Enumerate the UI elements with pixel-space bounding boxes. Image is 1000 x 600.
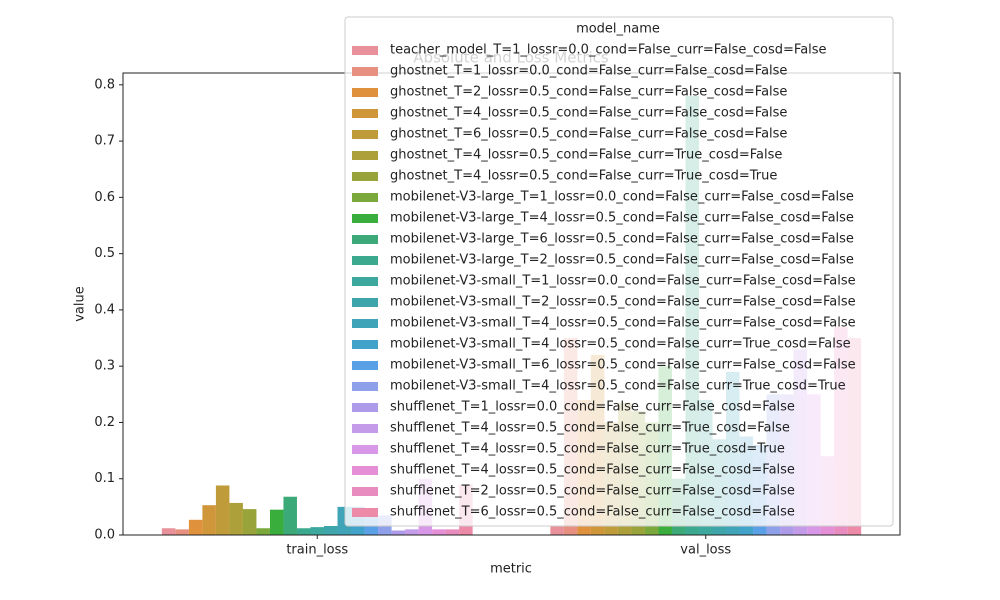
legend-box <box>344 16 894 527</box>
x-tick-label: train_loss <box>286 543 348 558</box>
legend-label: shufflenet_T=4_lossr=0.5_cond=False_curr… <box>390 421 790 436</box>
legend-label: ghostnet_T=1_lossr=0.0_cond=False_curr=F… <box>390 64 787 79</box>
y-axis-label: value <box>73 286 88 322</box>
legend-label: mobilenet-V3-small_T=1_lossr=0.0_cond=Fa… <box>390 274 856 289</box>
bar <box>202 505 216 535</box>
bar <box>242 509 257 535</box>
bar <box>324 525 338 535</box>
legend-label: shufflenet_T=4_lossr=0.5_cond=False_curr… <box>390 442 785 457</box>
legend-swatch <box>352 151 378 160</box>
legend-swatch <box>352 508 378 517</box>
y-tick-label: 0.1 <box>94 471 115 486</box>
legend-label: mobilenet-V3-small_T=4_lossr=0.5_cond=Fa… <box>390 379 846 394</box>
y-tick-label: 0.6 <box>94 190 115 205</box>
bar <box>269 509 284 535</box>
legend-swatch <box>352 424 378 433</box>
bar <box>550 526 564 535</box>
legend-swatch <box>352 109 378 118</box>
legend-swatch <box>352 445 378 454</box>
y-tick-label: 0.8 <box>94 77 115 92</box>
legend-label: mobilenet-V3-small_T=4_lossr=0.5_cond=Fa… <box>390 337 851 352</box>
y-tick-label: 0.3 <box>94 359 115 374</box>
bar <box>445 529 460 535</box>
legend-label: mobilenet-V3-small_T=6_lossr=0.5_cond=Fa… <box>390 358 856 373</box>
bar <box>283 496 297 535</box>
y-tick-label: 0.7 <box>94 134 115 149</box>
bar <box>310 527 325 535</box>
legend-label: shufflenet_T=6_lossr=0.5_cond=False_curr… <box>390 505 795 520</box>
y-tick-label: 0.2 <box>94 415 115 430</box>
bar <box>161 528 176 535</box>
legend-label: teacher_model_T=1_lossr=0.0_cond=False_c… <box>390 43 827 58</box>
legend-label: ghostnet_T=4_lossr=0.5_cond=False_curr=T… <box>390 148 782 163</box>
legend-label: mobilenet-V3-large_T=1_lossr=0.0_cond=Fa… <box>390 190 854 205</box>
x-axis-label: metric <box>490 562 532 577</box>
bar <box>256 528 270 535</box>
legend-swatch <box>352 340 378 349</box>
legend-swatch <box>352 487 378 496</box>
legend-label: ghostnet_T=6_lossr=0.5_cond=False_curr=F… <box>390 127 787 142</box>
bar <box>188 519 203 535</box>
bar <box>229 502 243 535</box>
legend-label: mobilenet-V3-large_T=4_lossr=0.5_cond=Fa… <box>390 211 854 226</box>
legend-label: mobilenet-V3-large_T=6_lossr=0.5_cond=Fa… <box>390 232 854 247</box>
legend-swatch <box>352 88 378 97</box>
legend-swatch <box>352 46 378 55</box>
bar <box>405 529 419 535</box>
bar <box>175 529 189 535</box>
legend-swatch <box>352 466 378 475</box>
legend: model_name teacher_model_T=1_lossr=0.0_co… <box>344 16 894 527</box>
legend-swatch <box>352 235 378 244</box>
legend-label: shufflenet_T=2_lossr=0.5_cond=False_curr… <box>390 484 795 499</box>
legend-label: ghostnet_T=2_lossr=0.5_cond=False_curr=F… <box>390 85 787 100</box>
legend-swatch <box>352 361 378 370</box>
legend-label: ghostnet_T=4_lossr=0.5_cond=False_curr=T… <box>390 169 777 184</box>
legend-label: shufflenet_T=1_lossr=0.0_cond=False_curr… <box>390 400 795 415</box>
legend-swatch <box>352 67 378 76</box>
legend-swatch <box>352 172 378 181</box>
legend-swatch <box>352 193 378 202</box>
legend-swatch <box>352 130 378 139</box>
y-tick-label: 0.4 <box>94 302 115 317</box>
y-tick-label: 0.0 <box>94 528 115 543</box>
legend-swatch <box>352 319 378 328</box>
legend-label: mobilenet-V3-small_T=2_lossr=0.5_cond=Fa… <box>390 295 856 310</box>
legend-swatch <box>352 403 378 412</box>
legend-label: mobilenet-V3-large_T=2_lossr=0.5_cond=Fa… <box>390 253 854 268</box>
bar <box>215 485 230 535</box>
legend-swatch <box>352 214 378 223</box>
y-tick-label: 0.5 <box>94 246 115 261</box>
legend-label: mobilenet-V3-small_T=4_lossr=0.5_cond=Fa… <box>390 316 856 331</box>
legend-swatch <box>352 298 378 307</box>
legend-swatch <box>352 256 378 265</box>
bar <box>296 528 311 535</box>
legend-label: shufflenet_T=4_lossr=0.5_cond=False_curr… <box>390 463 795 478</box>
legend-label: ghostnet_T=4_lossr=0.5_cond=False_curr=F… <box>390 106 787 121</box>
legend-swatch <box>352 382 378 391</box>
legend-swatch <box>352 277 378 286</box>
bar <box>432 529 446 535</box>
x-tick-label: val_loss <box>680 543 731 558</box>
bar <box>391 530 406 535</box>
legend-title: model_name <box>576 22 660 37</box>
